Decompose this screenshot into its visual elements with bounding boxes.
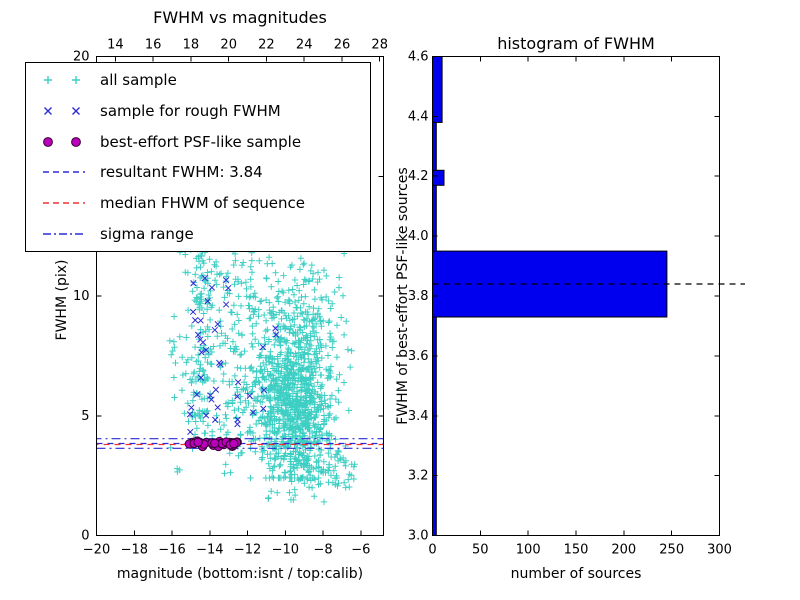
histogram-bar	[432, 250, 668, 318]
tick-label: 3.4	[408, 409, 429, 424]
legend-label: resultant FWHM: 3.84	[100, 163, 263, 182]
tick-label: 50	[472, 543, 489, 558]
psf-sample-point	[210, 438, 220, 448]
tick-label: 10	[73, 289, 90, 304]
histogram-bar	[432, 169, 445, 186]
tick-label: −8	[314, 543, 333, 558]
legend-item-all-sample: all sample	[26, 66, 370, 94]
tick-label: 3.2	[408, 469, 429, 484]
tick-label: 0	[81, 529, 89, 544]
circle-marker-icon	[40, 134, 88, 150]
left-plot-title: FWHM vs magnitudes	[153, 8, 327, 27]
tick-label: 3.0	[408, 529, 429, 544]
tick-label: 18	[183, 38, 200, 53]
tick-label: 28	[371, 38, 388, 53]
psf-sample-point	[229, 438, 239, 449]
legend-item-psf-sample: best-effort PSF-like sample	[26, 128, 370, 156]
tick-label: 14	[107, 38, 124, 53]
tick-label: −12	[234, 543, 261, 558]
tick-label: 150	[564, 543, 589, 558]
tick-label: 4.4	[408, 109, 429, 124]
x-marker-icon	[40, 103, 88, 119]
tick-label: 3.8	[408, 289, 429, 304]
plus-markers	[166, 199, 359, 506]
legend-label: sample for rough FWHM	[100, 101, 281, 120]
legend-label: best-effort PSF-like sample	[100, 132, 302, 151]
legend-label: median FHWM of sequence	[100, 194, 305, 213]
tick-label: 100	[516, 543, 541, 558]
tick-label: 300	[707, 543, 732, 558]
histogram-bar	[432, 184, 437, 252]
histogram-bar	[432, 121, 437, 171]
dashed-line-icon	[40, 195, 88, 211]
right-plot-title: histogram of FWHM	[497, 34, 655, 53]
tick-label: 4.6	[408, 50, 429, 65]
tick-label: 250	[659, 543, 684, 558]
tick-label: 4.0	[408, 229, 429, 244]
tick-label: 0	[428, 543, 436, 558]
scatter-plot-area	[96, 199, 384, 506]
legend-item-median-fwhm: median FHWM of sequence	[26, 189, 370, 217]
legend: all sample sample for rough FWHM best-ef…	[25, 62, 371, 252]
tick-label: 26	[334, 38, 351, 53]
x-markers	[186, 274, 280, 436]
tick-label: 24	[296, 38, 313, 53]
tick-label: 16	[145, 38, 162, 53]
histogram-bar	[432, 316, 437, 536]
dashdot-line-icon	[40, 226, 88, 242]
left-yaxis-label: FWHM (pix)	[54, 259, 70, 341]
legend-label: all sample	[100, 70, 177, 89]
tick-label: −20	[83, 543, 110, 558]
right-xaxis-label: number of sources	[510, 566, 642, 582]
dashed-line-icon	[40, 164, 88, 180]
legend-item-resultant-fwhm: resultant FWHM: 3.84	[26, 158, 370, 186]
histogram-bar	[432, 56, 443, 123]
tick-label: 3.6	[408, 349, 429, 364]
tick-label: 5	[81, 409, 89, 424]
legend-item-rough-fwhm-sample: sample for rough FWHM	[26, 97, 370, 125]
tick-label: −18	[121, 543, 148, 558]
tick-label: 22	[258, 38, 275, 53]
tick-label: 4.2	[408, 169, 429, 184]
tick-label: 20	[73, 50, 90, 65]
plus-marker-icon	[40, 72, 88, 88]
right-yaxis-label: FWHM of best-effort PSF-like sources	[395, 167, 411, 425]
tick-label: −6	[351, 543, 370, 558]
legend-label: sigma range	[100, 225, 194, 244]
psf-sample-point	[193, 437, 203, 447]
tick-label: 20	[220, 38, 237, 53]
tick-label: −14	[196, 543, 223, 558]
legend-item-sigma-range: sigma range	[26, 220, 370, 248]
tick-label: −10	[272, 543, 299, 558]
tick-label: −16	[158, 543, 185, 558]
tick-label: 200	[611, 543, 636, 558]
left-xaxis-label: magnitude (bottom:isnt / top:calib)	[116, 566, 364, 582]
